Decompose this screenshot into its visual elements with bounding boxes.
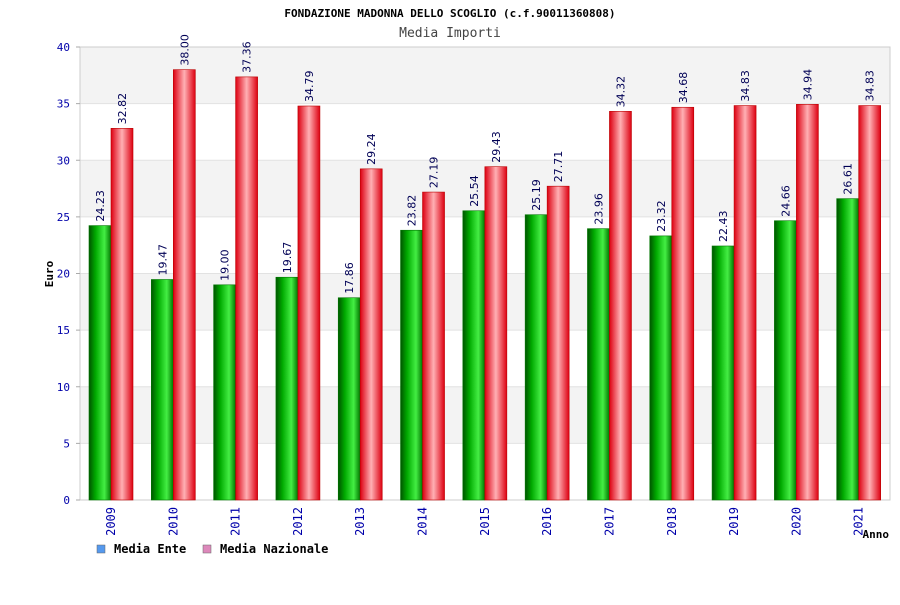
x-tick-label: 2019	[727, 507, 741, 536]
value-label: 29.43	[490, 131, 503, 163]
x-tick-label: 2015	[478, 507, 492, 536]
y-tick-label: 0	[63, 494, 70, 507]
value-label: 34.83	[739, 70, 752, 102]
bar-media-ente	[524, 214, 548, 501]
bar-media-ente	[337, 297, 361, 501]
legend-swatch	[96, 544, 106, 554]
value-label: 34.68	[677, 72, 690, 104]
value-label: 27.19	[428, 157, 441, 189]
x-axis-ticks: 2009 2010 2011 2012 2013 2014 2015 2016 2017 2018…	[104, 507, 866, 536]
x-tick-label: 2010	[166, 507, 180, 536]
bar-media-ente	[275, 276, 299, 501]
bar-media-nazionale	[484, 166, 508, 501]
bar-media-nazionale	[733, 105, 757, 501]
bar-media-ente	[462, 210, 486, 501]
legend-entry: Media Nazionale	[220, 542, 328, 556]
y-tick-label: 40	[57, 41, 70, 54]
chart-subtitle: Media Importi	[399, 26, 501, 41]
bar-media-ente	[836, 198, 859, 501]
bar-media-nazionale	[796, 104, 819, 501]
chart-title: FONDAZIONE MADONNA DELLO SCOGLIO (c.f.90…	[284, 7, 615, 20]
bar-media-nazionale	[671, 106, 695, 501]
value-label: 34.83	[864, 70, 877, 102]
bar-media-nazionale	[173, 69, 196, 501]
bar-media-ente	[774, 220, 797, 501]
x-tick-label: 2011	[229, 507, 243, 536]
bar-media-ente	[649, 235, 673, 501]
x-tick-label: 2014	[416, 507, 430, 536]
y-tick-label: 5	[63, 437, 70, 450]
value-label: 23.82	[406, 195, 419, 227]
value-label: 22.43	[717, 210, 730, 242]
y-tick-label: 30	[57, 154, 70, 167]
bar-media-ente	[88, 225, 112, 501]
value-label: 32.82	[116, 93, 129, 125]
bar-media-nazionale	[422, 191, 445, 501]
value-label: 24.66	[779, 185, 792, 217]
bar-media-nazionale	[235, 76, 258, 501]
x-tick-label: 2016	[540, 507, 554, 536]
legend-entry: Media Ente	[114, 542, 186, 556]
value-label: 19.00	[219, 249, 232, 281]
y-tick-label: 25	[57, 211, 70, 224]
x-tick-label: 2012	[291, 507, 305, 536]
value-label: 17.86	[343, 262, 356, 294]
y-axis-ticks: 0 5 10 15 20 25 30 35 40	[57, 41, 80, 507]
bar-media-ente	[400, 229, 423, 501]
y-axis-label: Euro	[43, 260, 56, 287]
x-tick-label: 2009	[104, 507, 118, 536]
value-label: 38.00	[178, 34, 191, 66]
value-label: 23.96	[592, 193, 605, 225]
bar-media-ente	[587, 228, 610, 501]
x-tick-label: 2013	[353, 507, 367, 536]
value-labels: 24.23 32.82 19.47 38.00 19.00 37.36 19.67 34.79…	[94, 34, 877, 294]
value-label: 26.61	[842, 163, 855, 195]
value-label: 29.24	[365, 133, 378, 165]
bar-media-nazionale	[546, 185, 570, 501]
bar-media-nazionale	[110, 128, 134, 501]
y-tick-label: 15	[57, 324, 70, 337]
x-tick-label: 2017	[602, 507, 616, 536]
legend-swatch	[202, 544, 212, 554]
value-label: 37.36	[241, 41, 254, 73]
bars	[88, 69, 881, 501]
y-tick-label: 20	[57, 268, 70, 281]
bar-media-nazionale	[858, 105, 881, 501]
bar-media-ente	[711, 245, 735, 501]
bar-media-ente	[213, 284, 236, 501]
y-tick-label: 10	[57, 381, 70, 394]
x-tick-label: 2021	[852, 507, 866, 536]
value-label: 34.32	[614, 76, 627, 108]
value-label: 25.54	[468, 175, 481, 207]
value-label: 23.32	[655, 200, 668, 232]
bar-media-nazionale	[359, 168, 383, 501]
legend: Media Ente Media Nazionale	[96, 542, 328, 556]
plot-band	[80, 47, 890, 104]
x-tick-label: 2020	[789, 507, 803, 536]
y-tick-label: 35	[57, 98, 70, 111]
bar-media-nazionale	[297, 105, 321, 501]
value-label: 34.79	[303, 71, 316, 103]
x-axis-label: Anno	[863, 528, 890, 541]
value-label: 27.71	[552, 151, 565, 183]
bar-media-nazionale	[609, 111, 632, 501]
x-tick-label: 2018	[665, 507, 679, 536]
value-label: 25.19	[530, 179, 543, 211]
bar-media-ente	[151, 279, 174, 501]
value-label: 19.47	[156, 244, 169, 276]
value-label: 34.94	[801, 69, 814, 101]
value-label: 19.67	[281, 242, 294, 274]
value-label: 24.23	[94, 190, 107, 222]
